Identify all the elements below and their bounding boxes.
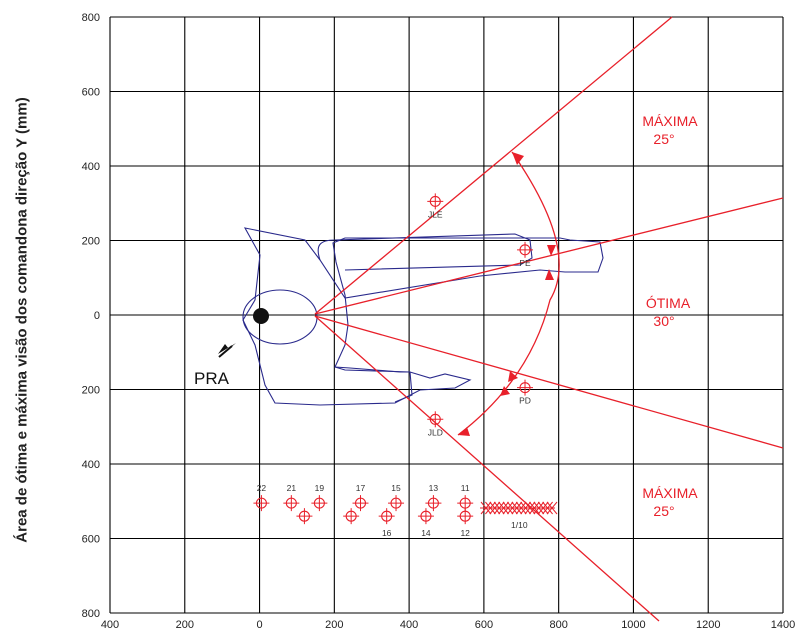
- control-point-label: 15: [391, 483, 401, 493]
- control-point: [352, 495, 369, 512]
- x-tick-label: 400: [101, 619, 119, 631]
- operator-outline: [242, 227, 604, 406]
- control-point: [253, 495, 270, 512]
- arrowhead-mid-down: [545, 269, 554, 280]
- arrowhead-top: [512, 152, 524, 165]
- arrowhead-lower-down: [500, 386, 510, 396]
- y-tick-label: 200: [82, 236, 100, 248]
- control-point-label: 22: [257, 483, 267, 493]
- x-tick-label: 600: [475, 619, 493, 631]
- control-point-label: 19: [315, 483, 325, 493]
- mirror-point: [517, 241, 534, 258]
- x-tick-label: 800: [549, 619, 567, 631]
- reference-arrow: [218, 343, 236, 354]
- marker-cluster: [480, 501, 558, 515]
- reference-label: PRA: [194, 369, 230, 388]
- y-tick-label: 200: [82, 385, 100, 397]
- vision-line-upper-max: [314, 16, 673, 315]
- vision-line-upper-opt: [314, 197, 784, 315]
- x-tick-label: 400: [400, 619, 418, 631]
- mirror-point-label: PE: [519, 258, 531, 268]
- zone-optimal-line2: 30°: [653, 313, 674, 329]
- reference-arrow-shaft: [218, 345, 233, 358]
- reference-point: [253, 308, 269, 324]
- x-tick-label: 1200: [696, 619, 720, 631]
- zone-lower-line2: 25°: [653, 503, 674, 519]
- hand-left-outline: [317, 233, 533, 271]
- control-point-label: 17: [356, 483, 366, 493]
- mirror-point: [427, 411, 444, 428]
- x-tick-label: 1000: [621, 619, 645, 631]
- zone-upper-line1: MÁXIMA: [642, 113, 698, 129]
- y-tick-label: 0: [94, 310, 100, 322]
- y-tick-label: 800: [82, 608, 100, 620]
- grid: [109, 16, 784, 614]
- control-point: [425, 495, 442, 512]
- control-point-label: 16: [382, 528, 392, 538]
- head-outline: [242, 227, 604, 406]
- y-tick-label: 600: [82, 534, 100, 546]
- control-point-label: 11: [461, 483, 470, 493]
- mirror-point: [427, 193, 444, 210]
- vision-arc: [457, 151, 560, 436]
- control-point: [296, 508, 313, 525]
- y-tick-label: 400: [82, 459, 100, 471]
- control-point-label: 21: [287, 483, 297, 493]
- control-point: [378, 508, 395, 525]
- vision-line-lower-max: [314, 315, 660, 622]
- mirror-point-label: PD: [519, 396, 531, 406]
- zone-lower-line1: MÁXIMA: [642, 485, 698, 501]
- arrowhead-mid-up: [547, 245, 556, 256]
- control-point: [388, 495, 405, 512]
- vision-lines: [314, 16, 784, 622]
- zone-optimal-line1: ÓTIMA: [646, 295, 691, 311]
- x-tick-labels: 400 200 0 200 400 600 800 1000 1200 1400: [101, 619, 795, 631]
- arc-arrowheads: [458, 152, 556, 436]
- control-point-label: 12: [460, 528, 470, 538]
- control-point: [457, 508, 474, 525]
- mirror-point-label: JLE: [428, 209, 443, 219]
- y-tick-labels: 800 600 400 200 0 200 400 600 800: [82, 12, 100, 620]
- arrowhead-lower-up: [508, 371, 518, 382]
- control-point: [283, 495, 300, 512]
- y-tick-label: 800: [82, 12, 100, 24]
- marker-points: JLE PE PD JLD 22 21 19 17 15 13 11 16 14 12: [253, 193, 534, 538]
- y-tick-label: 400: [82, 161, 100, 173]
- y-tick-label: 600: [82, 87, 100, 99]
- control-point: [417, 508, 434, 525]
- vision-line-lower-opt: [314, 315, 784, 449]
- x-tick-label: 1400: [771, 619, 795, 631]
- arrowhead-bottom: [458, 427, 470, 436]
- x-tick-label: 0: [256, 619, 262, 631]
- control-point-label: 14: [421, 528, 431, 538]
- control-point: [343, 508, 360, 525]
- hand-right-outline: [334, 366, 413, 403]
- control-point: [311, 495, 328, 512]
- mirror-point: [517, 379, 534, 396]
- control-point-label: 13: [429, 483, 439, 493]
- x-tick-label: 200: [176, 619, 194, 631]
- x-tick-label: 200: [325, 619, 343, 631]
- mirror-point-label: JLD: [428, 427, 443, 437]
- zone-upper-line2: 25°: [653, 131, 674, 147]
- cluster-label: 1/10: [511, 520, 528, 530]
